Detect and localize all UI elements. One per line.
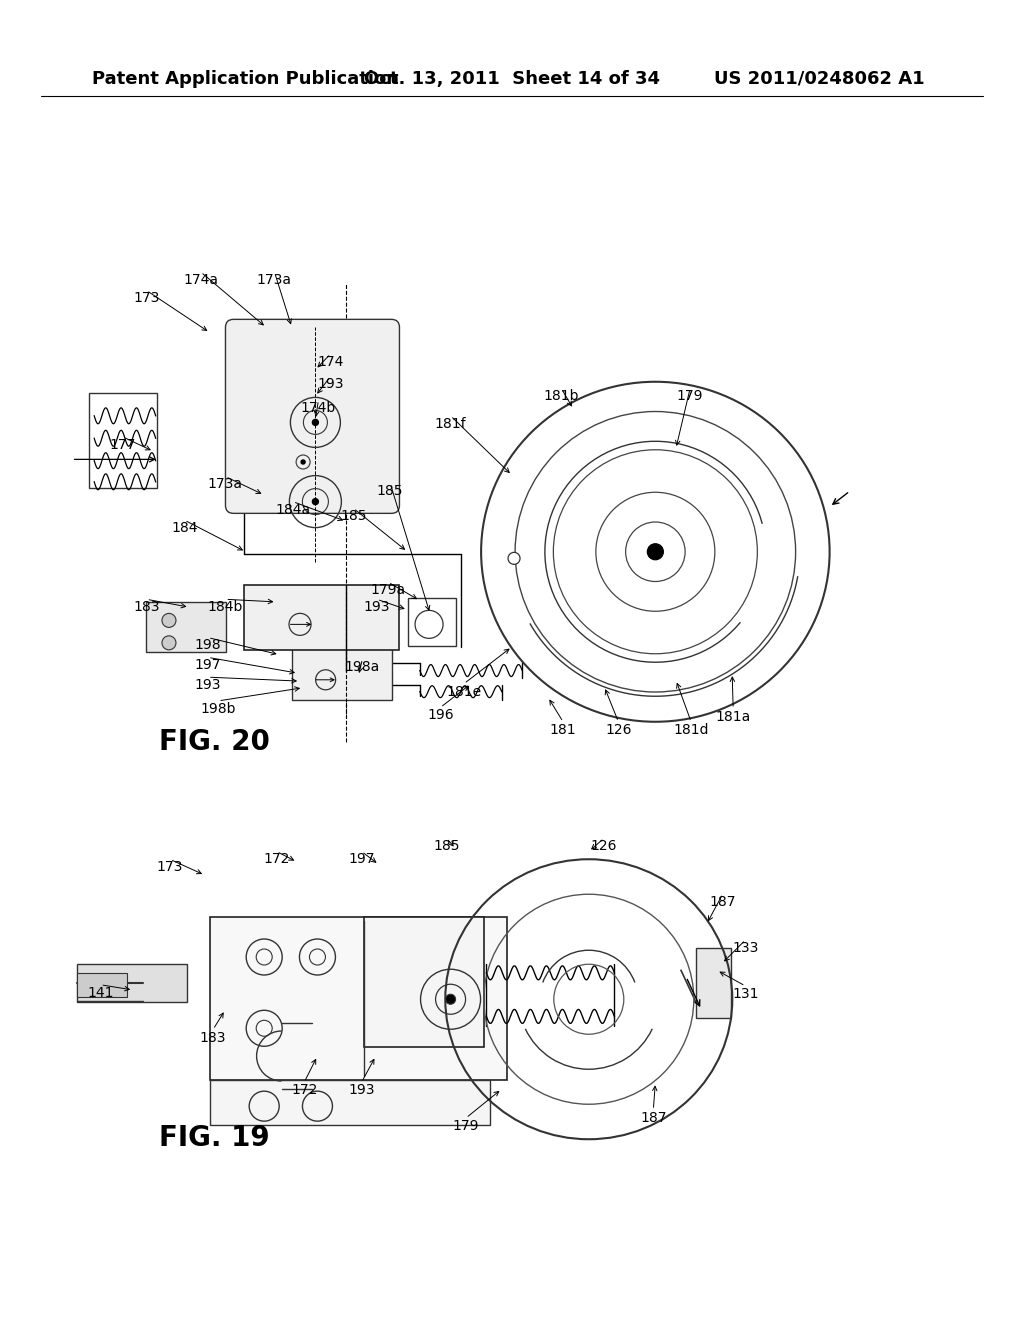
Text: 196: 196 [427, 709, 454, 722]
Text: 181: 181 [550, 723, 577, 737]
Circle shape [162, 614, 176, 627]
Text: 172: 172 [263, 853, 290, 866]
Circle shape [162, 636, 176, 649]
Circle shape [312, 499, 318, 504]
Text: 198: 198 [195, 639, 221, 652]
Bar [696, 948, 731, 1018]
Text: 141: 141 [87, 986, 114, 999]
Text: 177: 177 [110, 438, 136, 451]
Text: 173a: 173a [257, 273, 292, 286]
Circle shape [508, 552, 520, 565]
Text: 131: 131 [732, 987, 759, 1001]
Circle shape [445, 994, 456, 1005]
Text: 173: 173 [133, 292, 160, 305]
Bar [292, 645, 392, 701]
Bar [146, 602, 226, 652]
Bar [244, 585, 398, 649]
Text: 184a: 184a [275, 503, 310, 516]
Text: 174: 174 [317, 355, 344, 368]
Text: 181d: 181d [674, 723, 709, 737]
Text: 179a: 179a [371, 583, 406, 597]
Text: Oct. 13, 2011  Sheet 14 of 34: Oct. 13, 2011 Sheet 14 of 34 [364, 70, 660, 87]
Text: 181e: 181e [446, 685, 481, 698]
Text: 184b: 184b [208, 601, 243, 614]
Text: 197: 197 [348, 853, 375, 866]
Text: 183: 183 [200, 1031, 226, 1044]
Text: 173a: 173a [208, 478, 243, 491]
Bar [210, 917, 507, 1080]
Text: 193: 193 [195, 678, 221, 692]
Text: FIG. 20: FIG. 20 [159, 727, 269, 756]
Text: 184: 184 [171, 521, 198, 535]
Text: 193: 193 [364, 601, 390, 614]
FancyBboxPatch shape [225, 319, 399, 513]
Bar [364, 917, 483, 1047]
Text: 198a: 198a [345, 660, 380, 673]
Text: 181b: 181b [544, 389, 579, 403]
Text: 198b: 198b [201, 702, 236, 715]
Text: 179: 179 [453, 1119, 479, 1133]
Circle shape [312, 420, 318, 425]
Text: 181f: 181f [435, 417, 466, 430]
Text: 133: 133 [732, 941, 759, 954]
Text: 187: 187 [710, 895, 736, 908]
Text: 197: 197 [195, 659, 221, 672]
Text: 187: 187 [640, 1111, 667, 1125]
Text: Patent Application Publication: Patent Application Publication [92, 70, 399, 87]
Text: 181a: 181a [716, 710, 751, 723]
Text: 126: 126 [591, 840, 617, 853]
Bar [77, 973, 127, 997]
Circle shape [647, 544, 664, 560]
Text: 173: 173 [157, 861, 183, 874]
Bar [77, 964, 186, 1002]
Text: 185: 185 [433, 840, 460, 853]
Text: 179: 179 [677, 389, 703, 403]
Bar [210, 1080, 489, 1125]
Text: 193: 193 [317, 378, 344, 391]
Text: 174a: 174a [183, 273, 218, 286]
Text: 193: 193 [348, 1084, 375, 1097]
Text: 185: 185 [340, 510, 367, 523]
Circle shape [301, 459, 305, 465]
Text: 172: 172 [291, 1084, 317, 1097]
Bar [408, 598, 456, 645]
Text: FIG. 19: FIG. 19 [159, 1123, 269, 1152]
Text: US 2011/0248062 A1: US 2011/0248062 A1 [714, 70, 925, 87]
Bar [89, 393, 157, 488]
Text: 174b: 174b [301, 401, 336, 414]
Text: 183: 183 [133, 601, 160, 614]
Text: 185: 185 [377, 484, 403, 498]
Text: 126: 126 [605, 723, 632, 737]
